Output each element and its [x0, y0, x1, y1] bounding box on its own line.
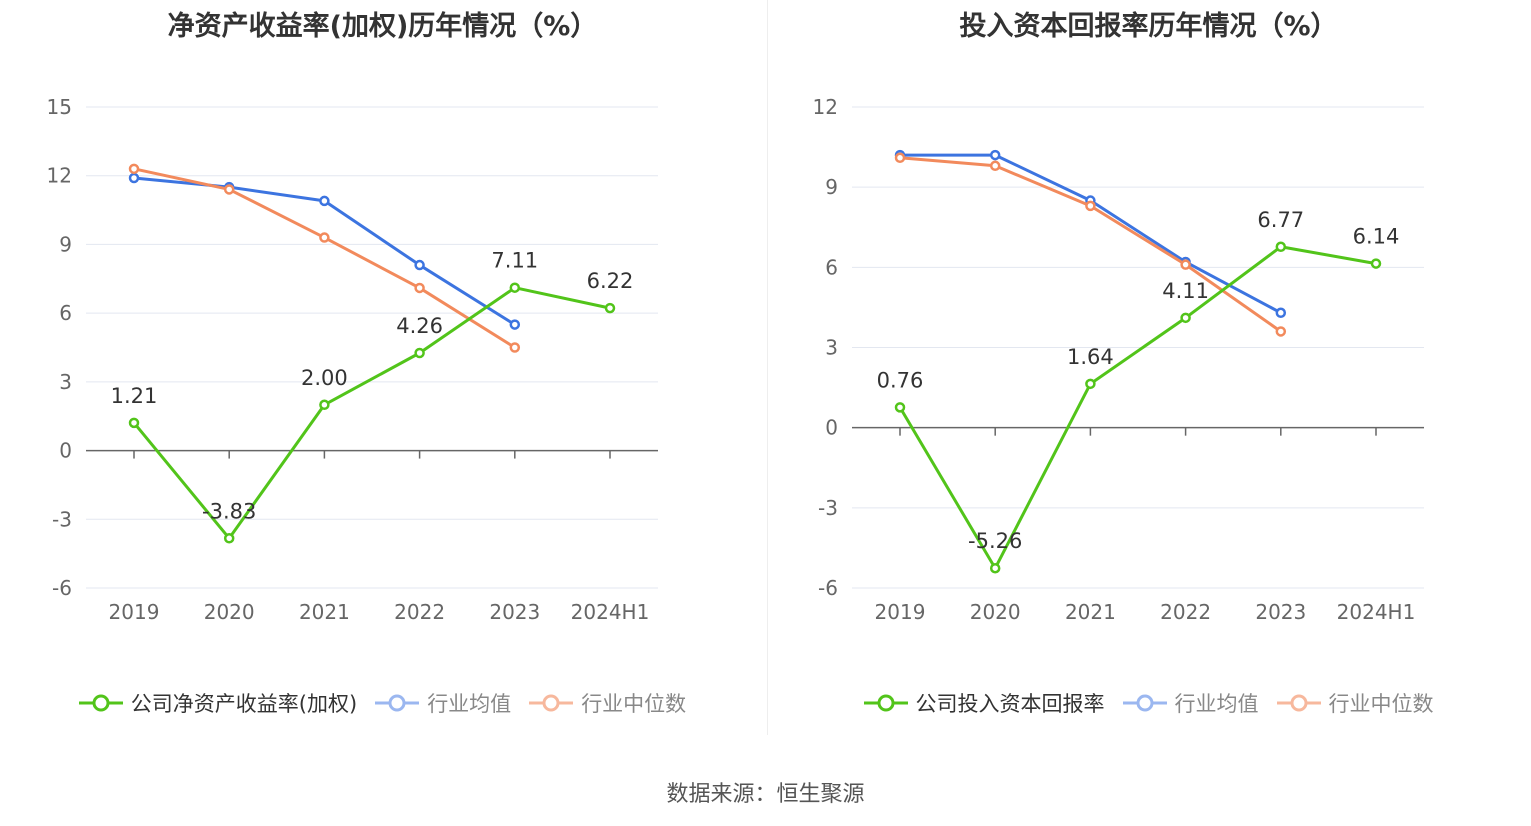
- x-tick-label: 2024H1: [571, 600, 650, 624]
- y-tick-label: 3: [59, 370, 72, 394]
- series-line: [898, 245, 1377, 570]
- x-tick-label: 2019: [875, 600, 926, 624]
- data-point[interactable]: [989, 160, 1001, 172]
- legend-label: 行业中位数: [581, 692, 687, 716]
- roic-line-chart: -6 -3 0 3 6 9 12 2019 2020 2021 2022 2023 2024H1 0.76…: [813, 95, 1424, 624]
- data-label: 0.76: [877, 368, 924, 392]
- legend-line-circle-icon: [1276, 694, 1321, 712]
- legend-item[interactable]: 公司投入资本回报率: [863, 688, 1105, 718]
- series-line: [899, 156, 1282, 333]
- data-source-note: 数据来源：恒生聚源: [666, 782, 865, 807]
- data-point[interactable]: [1085, 378, 1096, 390]
- data-point[interactable]: [509, 282, 521, 293]
- legend-label: 行业中位数: [1328, 692, 1434, 716]
- y-tick-label: 6: [59, 301, 72, 325]
- data-label: 1.64: [1067, 345, 1114, 369]
- legend-line-circle-icon: [1122, 694, 1167, 712]
- legend-line-circle-icon: [78, 694, 123, 712]
- x-tick-label: 2024H1: [1337, 600, 1416, 624]
- y-tick-label: 0: [59, 439, 72, 463]
- panel-divider: [767, 0, 768, 735]
- legend-label: 公司净资产收益率(加权): [130, 692, 358, 716]
- y-tick-label: 6: [825, 255, 838, 279]
- data-point[interactable]: [128, 163, 140, 175]
- series-line: [132, 286, 611, 540]
- data-point[interactable]: [319, 232, 330, 243]
- chart-legend: 公司投入资本回报率 行业均值 行业中位数: [766, 688, 1531, 718]
- x-tick-label: 2020: [970, 600, 1021, 624]
- y-tick-label: 12: [813, 95, 838, 119]
- x-tick-label: 2023: [489, 600, 540, 624]
- data-point[interactable]: [1085, 200, 1096, 212]
- data-point[interactable]: [894, 152, 906, 164]
- data-point[interactable]: [604, 302, 616, 314]
- x-tick-label: 2021: [1065, 600, 1116, 624]
- x-tick-label: 2023: [1255, 600, 1306, 624]
- roic-chart-panel: 投入资本回报率历年情况（%） -6 -3 0 3 6 9 12 2019 2020 2021 202…: [766, 0, 1531, 740]
- legend-item[interactable]: 行业中位数: [1276, 688, 1434, 718]
- roe-line-chart: -6 -3 0 3 6 9 12 15 2019 2020 2021 2022 2023 2024H1 1.…: [47, 95, 658, 624]
- data-point[interactable]: [414, 282, 425, 294]
- data-point[interactable]: [414, 347, 425, 359]
- legend-line-circle-icon: [863, 694, 908, 712]
- data-point[interactable]: [894, 402, 906, 413]
- data-label: 6.77: [1257, 208, 1304, 232]
- x-tick-label: 2022: [1160, 600, 1211, 624]
- legend-item[interactable]: 行业均值: [1122, 688, 1259, 718]
- y-tick-label: -3: [52, 507, 72, 531]
- data-point[interactable]: [128, 417, 140, 429]
- y-tick-label: 3: [825, 336, 838, 360]
- y-tick-label: -3: [818, 496, 838, 520]
- data-label: 4.11: [1162, 279, 1209, 303]
- legend-item[interactable]: 行业中位数: [529, 688, 686, 718]
- y-tick-label: 9: [825, 175, 838, 199]
- x-tick-label: 2019: [109, 600, 160, 624]
- x-tick-label: 2020: [204, 600, 255, 624]
- data-label: 4.26: [396, 314, 443, 338]
- chart-legend: 公司净资产收益率(加权) 行业均值 行业中位数: [0, 688, 765, 718]
- legend-label: 行业均值: [427, 692, 512, 716]
- data-point[interactable]: [223, 184, 235, 195]
- legend-line-circle-icon: [375, 694, 420, 712]
- x-tick-label: 2021: [299, 600, 350, 624]
- data-point[interactable]: [509, 319, 521, 330]
- legend-label: 公司投入资本回报率: [915, 692, 1105, 716]
- legend-item[interactable]: 公司净资产收益率(加权): [78, 688, 358, 718]
- data-label: 7.11: [491, 249, 538, 273]
- legend-line-circle-icon: [529, 694, 574, 712]
- data-point[interactable]: [1275, 307, 1287, 319]
- y-tick-label: -6: [818, 576, 838, 600]
- data-point[interactable]: [128, 172, 140, 184]
- y-tick-label: 15: [47, 95, 72, 119]
- y-tick-label: 12: [47, 164, 72, 188]
- data-point[interactable]: [414, 259, 425, 271]
- data-label: -5.26: [968, 529, 1022, 553]
- y-tick-label: 0: [825, 416, 838, 440]
- data-point[interactable]: [989, 149, 1001, 161]
- data-point[interactable]: [1370, 258, 1382, 269]
- data-label: 2.00: [301, 366, 348, 390]
- x-tick-label: 2022: [394, 600, 445, 624]
- y-tick-label: -6: [52, 576, 72, 600]
- data-label: 6.22: [587, 269, 634, 293]
- data-point[interactable]: [319, 399, 330, 411]
- data-label: 1.21: [111, 384, 158, 408]
- data-point[interactable]: [1275, 241, 1287, 253]
- roe-chart-panel: 净资产收益率(加权)历年情况（%） -6 -3 0 3 6 9 12 15 2019 2020 20…: [0, 0, 765, 740]
- data-point[interactable]: [1275, 326, 1287, 337]
- legend-item[interactable]: 行业均值: [375, 688, 511, 718]
- data-point[interactable]: [989, 562, 1001, 574]
- data-point[interactable]: [319, 195, 330, 207]
- series-line: [133, 167, 516, 349]
- data-point[interactable]: [1180, 312, 1191, 324]
- data-label: 6.14: [1353, 225, 1400, 249]
- legend-label: 行业均值: [1174, 692, 1259, 716]
- chart-title: 净资产收益率(加权)历年情况（%）: [167, 11, 598, 42]
- chart-title: 投入资本回报率历年情况（%）: [959, 11, 1338, 42]
- data-point[interactable]: [223, 533, 235, 544]
- data-label: -3.83: [202, 499, 256, 523]
- data-point[interactable]: [509, 342, 521, 353]
- data-point[interactable]: [1180, 259, 1191, 270]
- y-tick-label: 9: [59, 232, 72, 256]
